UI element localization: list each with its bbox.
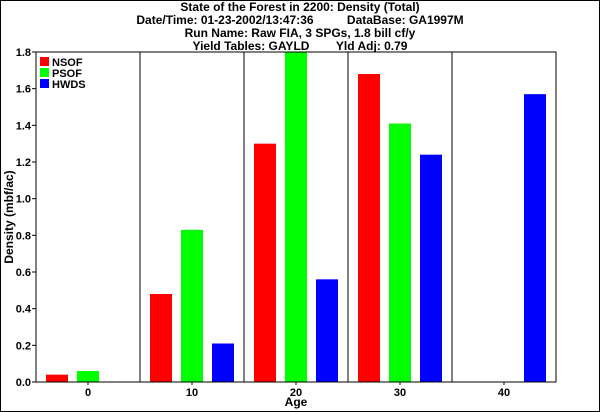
bar-nsof-20 xyxy=(254,143,276,382)
legend-label-nsof: NSOF xyxy=(52,57,83,69)
bar-hwds-20 xyxy=(316,279,338,382)
bar-psof-0 xyxy=(77,371,99,382)
run-name-text: Run Name: Raw FIA, 3 SPGs, 1.8 bill cf/y xyxy=(184,26,416,40)
y-tick-label: 0.2 xyxy=(16,340,31,352)
bar-psof-20 xyxy=(285,52,307,382)
category-dividers xyxy=(139,52,453,382)
y-axis-label: Density (mbf/ac) xyxy=(2,170,16,263)
bars-group xyxy=(46,52,546,383)
legend-label-hwds: HWDS xyxy=(52,79,86,91)
y-tick-label: 0.6 xyxy=(16,267,31,279)
yield-tables-text: Yield Tables: GAYLD xyxy=(192,39,310,53)
y-tick-label: 1.2 xyxy=(16,157,31,169)
bar-nsof-30 xyxy=(358,74,380,382)
y-tick-label: 0.0 xyxy=(16,377,31,389)
x-tick-label: 30 xyxy=(394,387,406,399)
bar-nsof-0 xyxy=(46,374,68,382)
x-tick-label: 10 xyxy=(186,387,198,399)
x-tick-label: 20 xyxy=(290,387,302,399)
y-tick-label: 1.6 xyxy=(16,84,31,96)
y-tick-label: 0.8 xyxy=(16,230,31,242)
y-tick-label: 0.4 xyxy=(16,304,32,316)
yld-adj-text: Yld Adj: 0.79 xyxy=(335,39,408,53)
y-axis: 0.0 0.2 0.4 0.6 0.8 1.0 1.2 1.4 1.6 1.8 xyxy=(16,47,36,389)
bar-nsof-10 xyxy=(150,294,172,382)
database-text: DataBase: GA1997M xyxy=(346,13,464,27)
y-tick-label: 1.8 xyxy=(16,47,31,59)
y-tick-label: 1.0 xyxy=(16,194,31,206)
chart-title: State of the Forest in 2200: Density (To… xyxy=(180,0,420,14)
bar-hwds-30 xyxy=(420,154,442,382)
bar-hwds-10 xyxy=(212,343,234,382)
x-tick-label: 0 xyxy=(85,387,91,399)
header-line-datetime: Date/Time: 01-23-2002/13:47:36 DataBase:… xyxy=(0,14,600,27)
x-axis: 0 10 20 30 40 xyxy=(85,382,510,399)
legend-swatch-hwds xyxy=(40,79,49,88)
legend-swatch-psof xyxy=(40,68,49,77)
y-tick-label: 1.4 xyxy=(16,120,32,132)
bar-hwds-40 xyxy=(524,94,546,383)
x-tick-label: 40 xyxy=(498,387,510,399)
x-axis-label: Age xyxy=(285,395,308,409)
bar-psof-30 xyxy=(389,123,411,382)
datetime-text: Date/Time: 01-23-2002/13:47:36 xyxy=(136,13,314,27)
bar-psof-10 xyxy=(181,229,203,382)
legend-label-psof: PSOF xyxy=(52,68,82,80)
legend-swatch-nsof xyxy=(40,57,49,66)
header-line-yield: Yield Tables: GAYLD Yld Adj: 0.79 xyxy=(0,40,600,53)
